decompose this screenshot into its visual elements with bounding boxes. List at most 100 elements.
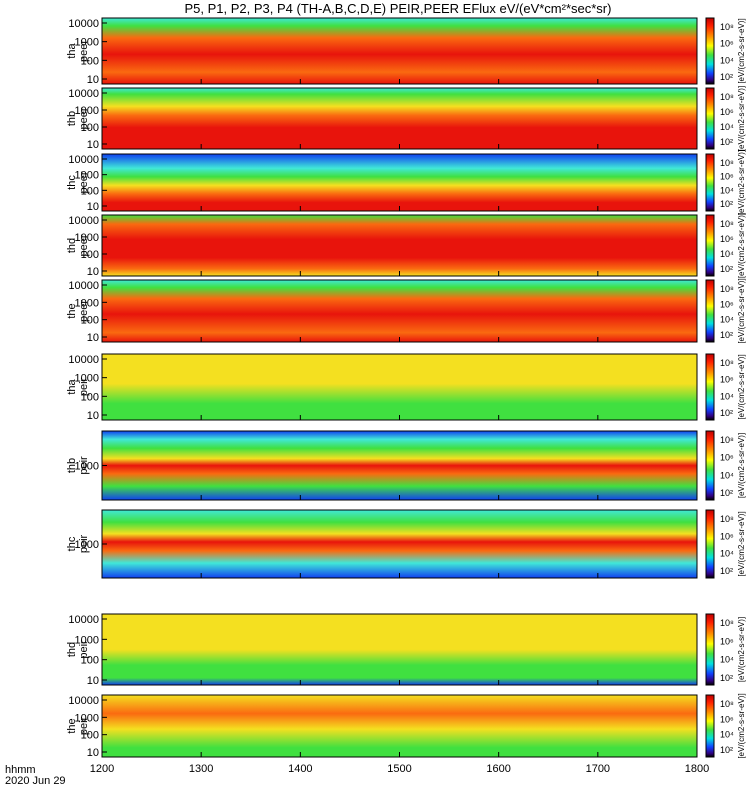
colorbar-tick-label: 10² <box>720 488 733 498</box>
probe-label: thc <box>66 175 78 190</box>
y-tick-label: 1000 <box>75 37 99 49</box>
colorbar-tick-label: 10² <box>720 566 733 576</box>
spectrogram-thc-peer <box>102 154 697 211</box>
colorbar-label: [eV/(cm2-s-sr-eV)] <box>737 278 746 343</box>
colorbar <box>705 694 715 758</box>
y-tick-label: 100 <box>81 55 99 67</box>
colorbar-tick-label: 10² <box>720 137 733 147</box>
colorbar-label: [eV/(cm2-s-sr-eV)] <box>737 213 746 278</box>
probe-label: the <box>66 718 78 733</box>
colorbar-tick-label: 10⁶ <box>720 107 734 117</box>
species-label: peir <box>78 716 90 735</box>
y-tick-label: 10000 <box>68 354 99 366</box>
y-axis-label: thbpeer <box>66 107 90 129</box>
colorbar-tick-label: 10⁶ <box>720 39 734 49</box>
y-axis-label: thapeer <box>66 40 90 62</box>
species-label: peir <box>78 640 90 659</box>
y-tick-label: 100 <box>81 730 99 742</box>
colorbar-tick-label: 10⁸ <box>720 435 734 445</box>
probe-label: thd <box>66 238 78 253</box>
colorbar-label: [eV/(cm2-s-sr-eV)] <box>737 150 746 215</box>
spectrogram-the-peer <box>102 280 697 342</box>
y-tick-label: 10000 <box>68 18 99 30</box>
y-tick-label: 1000 <box>75 297 99 309</box>
colorbar-tick-label: 10² <box>720 745 733 755</box>
y-tick-label: 10000 <box>68 154 99 166</box>
y-axis-label: thapeir <box>66 377 90 396</box>
colorbar-label: [eV/(cm2-s-sr-eV)] <box>737 693 746 758</box>
spectrogram-thb-peer <box>102 88 697 149</box>
x-tick-label: 1600 <box>486 763 510 775</box>
colorbar-tick-label: 10² <box>720 408 733 418</box>
colorbar-tick-label: 10⁴ <box>720 55 734 65</box>
time-axis: 1200 1300 1400 1500 1600 1700 1800 <box>90 79 709 775</box>
colorbar-tick-label: 10⁶ <box>720 375 734 385</box>
spectrogram-tha-peer <box>102 18 697 84</box>
colorbar <box>705 17 715 85</box>
species-label: peir <box>78 534 90 553</box>
colorbar-tick-label: 10⁴ <box>720 185 734 195</box>
probe-label: thd <box>66 642 78 657</box>
colorbar-tick-label: 10⁸ <box>720 699 734 709</box>
colorbar <box>705 214 715 277</box>
y-tick-label: 100 <box>81 655 99 667</box>
y-tick-label: 10 <box>87 201 99 213</box>
probe-label: tha <box>66 42 78 58</box>
colorbar-label: [eV/(cm2-s-sr-eV)] <box>737 86 746 151</box>
y-tick-label: 10000 <box>68 88 99 100</box>
colorbar-tick-label: 10² <box>720 199 733 209</box>
y-tick-label: 1000 <box>75 539 99 551</box>
y-axis-label: thdpeer <box>66 234 90 256</box>
colorbar <box>705 430 715 501</box>
colorbar-label: [eV/(cm2-s-sr-eV)] <box>737 511 746 576</box>
colorbar-tick-label: 10⁴ <box>720 730 734 740</box>
y-axis-label: thepeir <box>66 716 90 735</box>
y-tick-label: 100 <box>81 122 99 134</box>
colorbar <box>705 279 715 343</box>
spectrogram-tha-peir <box>102 354 697 420</box>
spectrogram-the-peir <box>102 695 697 757</box>
colorbar-tick-label: 10² <box>720 264 733 274</box>
colorbar-tick-label: 10⁸ <box>720 92 734 102</box>
species-label: peer <box>78 40 90 62</box>
colorbar-tick-label: 10⁸ <box>720 158 734 168</box>
y-tick-label: 1000 <box>75 105 99 117</box>
colorbar <box>705 87 715 150</box>
probe-label: thc <box>66 536 78 551</box>
y-tick-label: 10000 <box>68 614 99 626</box>
colorbar <box>705 509 715 579</box>
y-axis-label: thdpeir <box>66 640 90 659</box>
y-tick-label: 100 <box>81 315 99 327</box>
colorbar-tick-label: 10⁶ <box>720 234 734 244</box>
colorbar-tick-label: 10⁴ <box>720 315 734 325</box>
colorbar-tick-label: 10⁶ <box>720 453 734 463</box>
x-tick-label: 1400 <box>288 763 312 775</box>
colorbar-tick-label: 10⁸ <box>720 22 734 32</box>
colorbar-tick-label: 10² <box>720 673 733 683</box>
species-label: peir <box>78 456 90 475</box>
spectrogram-thd-peer <box>102 215 697 276</box>
colorbar-tick-label: 10⁸ <box>720 358 734 368</box>
colorbar <box>705 613 715 686</box>
colorbar-tick-label: 10⁴ <box>720 249 734 259</box>
y-tick-label: 10 <box>87 410 99 422</box>
colorbar-tick-label: 10⁴ <box>720 470 734 480</box>
species-label: peir <box>78 377 90 396</box>
colorbar-tick-label: 10⁴ <box>720 122 734 132</box>
y-tick-label: 1000 <box>75 634 99 646</box>
y-tick-label: 1000 <box>75 232 99 244</box>
x-tick-label: 1800 <box>685 763 709 775</box>
colorbar-tick-label: 10⁸ <box>720 284 734 294</box>
x-tick-label: 1700 <box>586 763 610 775</box>
probe-label: the <box>66 303 78 318</box>
probe-label: thb <box>66 111 78 126</box>
x-tick-label: 1500 <box>387 763 411 775</box>
spectrogram-thb-peir <box>102 431 697 500</box>
y-axis-label: thepeer <box>66 300 90 322</box>
date-label: 2020 Jun 29 <box>5 775 66 787</box>
colorbar-tick-label: 10⁸ <box>720 514 734 524</box>
y-tick-label: 10 <box>87 332 99 344</box>
colorbar-tick-label: 10⁸ <box>720 618 734 628</box>
